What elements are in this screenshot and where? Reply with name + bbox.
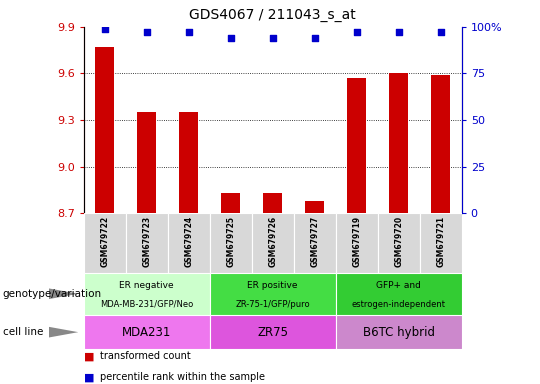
Bar (252, 213, 294, 273)
Point (353, 30, 361, 36)
Text: GSM679725: GSM679725 (226, 215, 235, 266)
Point (310, 35, 319, 41)
Bar (347, 78, 366, 213)
Bar (336, 213, 377, 273)
Text: GSM679722: GSM679722 (100, 215, 109, 266)
Text: ER negative: ER negative (119, 281, 174, 290)
Text: ■: ■ (84, 372, 94, 382)
Bar (264, 193, 282, 213)
Text: estrogen-independent: estrogen-independent (352, 300, 446, 309)
Text: genotype/variation: genotype/variation (3, 289, 102, 299)
Text: GSM679721: GSM679721 (436, 215, 445, 266)
Text: GSM679720: GSM679720 (394, 215, 403, 266)
Bar (84, 273, 210, 315)
Bar (377, 213, 420, 273)
Text: GSM679719: GSM679719 (352, 215, 361, 266)
Text: GSM679723: GSM679723 (142, 215, 151, 266)
Text: MDA231: MDA231 (122, 326, 171, 339)
Bar (336, 315, 462, 349)
Text: ■: ■ (84, 351, 94, 361)
Text: ZR-75-1/GFP/puro: ZR-75-1/GFP/puro (235, 300, 310, 309)
Bar (420, 213, 462, 273)
Title: GDS4067 / 211043_s_at: GDS4067 / 211043_s_at (190, 8, 356, 22)
Bar (210, 213, 252, 273)
Bar (84, 213, 126, 273)
Bar (137, 112, 156, 213)
Bar (431, 75, 450, 213)
Point (226, 35, 235, 41)
Text: percentile rank within the sample: percentile rank within the sample (100, 372, 265, 382)
Text: MDA-MB-231/GFP/Neo: MDA-MB-231/GFP/Neo (100, 300, 193, 309)
Point (184, 30, 193, 36)
Text: B6TC hybrid: B6TC hybrid (363, 326, 435, 339)
Bar (126, 213, 168, 273)
Bar (84, 315, 210, 349)
Point (436, 30, 445, 36)
Text: transformed count: transformed count (100, 351, 191, 361)
Point (394, 30, 403, 36)
Text: GSM679724: GSM679724 (184, 215, 193, 266)
Bar (336, 273, 462, 315)
Point (143, 30, 151, 36)
Bar (221, 193, 240, 213)
Bar (179, 112, 198, 213)
Bar (95, 47, 114, 213)
Text: GFP+ and: GFP+ and (376, 281, 421, 290)
Bar (305, 201, 324, 213)
Polygon shape (49, 288, 78, 299)
Point (268, 35, 277, 41)
Text: GSM679727: GSM679727 (310, 215, 319, 267)
Text: cell line: cell line (3, 327, 43, 337)
Text: ER positive: ER positive (247, 281, 298, 290)
Text: GSM679726: GSM679726 (268, 215, 277, 266)
Bar (389, 73, 408, 213)
Bar (210, 273, 336, 315)
Bar (168, 213, 210, 273)
Text: ZR75: ZR75 (257, 326, 288, 339)
Polygon shape (49, 327, 78, 338)
Bar (210, 315, 336, 349)
Point (100, 26, 109, 32)
Bar (294, 213, 336, 273)
